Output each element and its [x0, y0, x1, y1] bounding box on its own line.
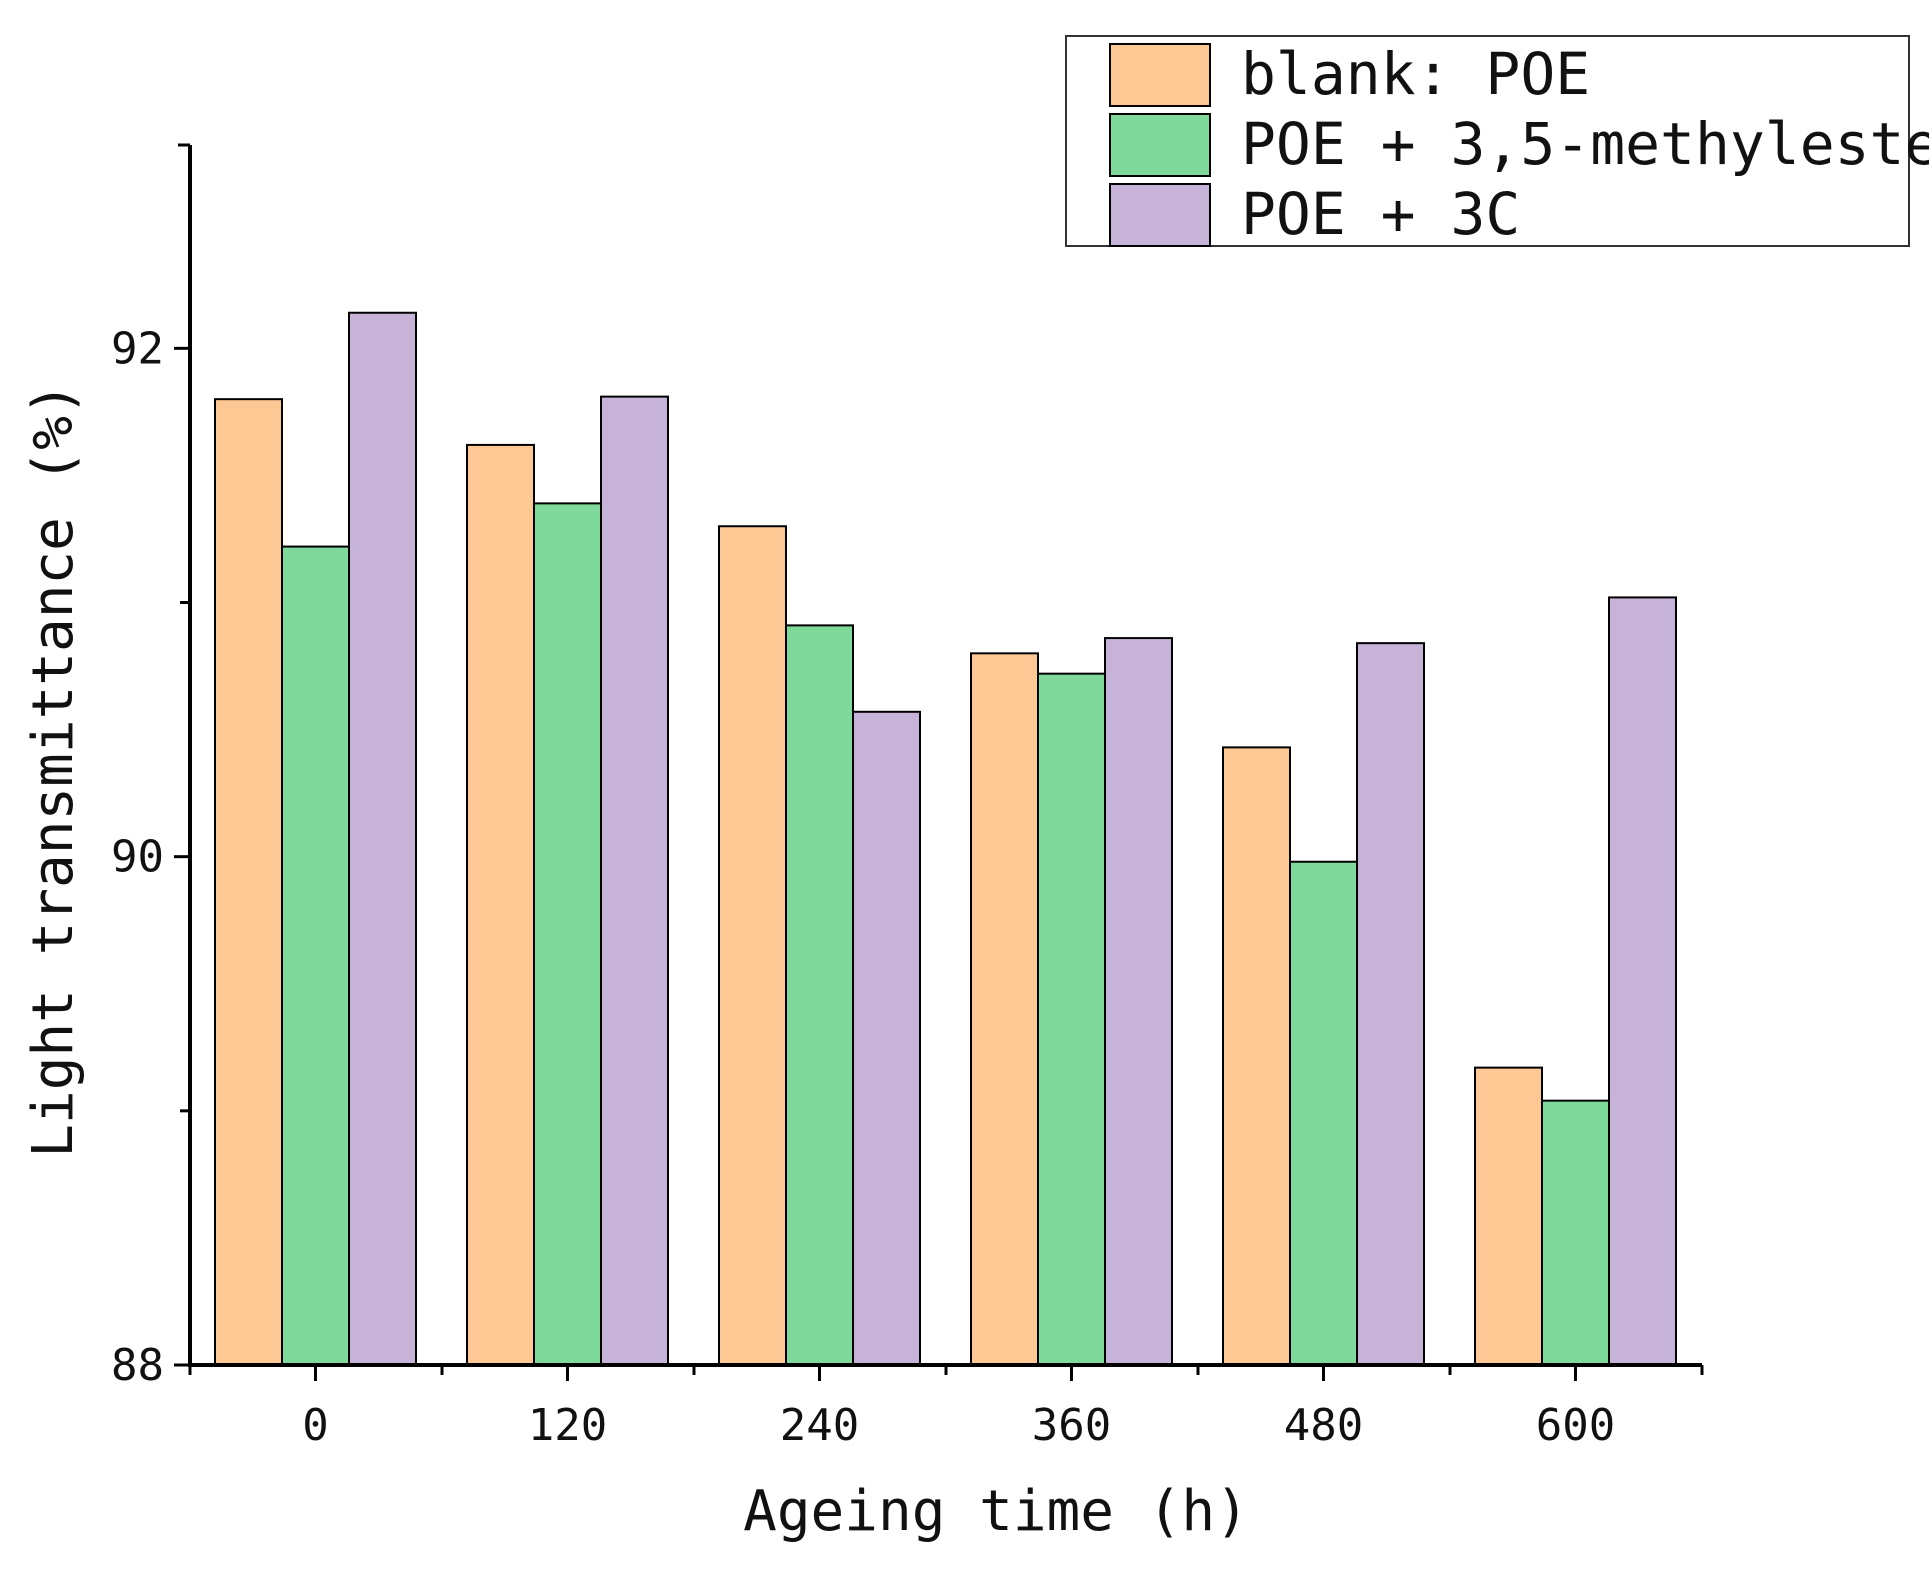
y-tick-label: 92	[111, 323, 164, 374]
ticks-group: 88 90 92 0 120 240 360 480 600	[111, 143, 1704, 1451]
bar-2-0	[281, 545, 350, 1366]
legend-label-3: POE + 3C	[1241, 180, 1520, 248]
x-tick-label: 600	[1536, 1400, 1615, 1451]
legend-label-2: POE + 3,5-methylester	[1241, 110, 1929, 178]
x-tick-label: 360	[1032, 1400, 1111, 1451]
bar-2-120	[533, 502, 602, 1366]
bar-2-360	[1037, 672, 1106, 1366]
bar-2-480	[1289, 860, 1358, 1366]
x-tick-label: 240	[780, 1400, 859, 1451]
bar-1-120	[466, 443, 535, 1366]
bar-2-240	[785, 624, 854, 1366]
bar-3-120	[600, 395, 669, 1366]
x-tick-label: 0	[302, 1400, 329, 1451]
bars-group	[214, 311, 1677, 1366]
bar-3-0	[348, 311, 417, 1366]
bar-1-240	[718, 525, 787, 1366]
bar-2-600	[1541, 1099, 1610, 1366]
bar-3-360	[1104, 637, 1173, 1366]
legend-swatch-3	[1109, 183, 1211, 247]
legend-label-1: blank: POE	[1241, 40, 1590, 108]
x-axis-title: Ageing time (h)	[743, 1479, 1249, 1544]
bar-3-600	[1608, 596, 1677, 1366]
y-tick-label: 88	[111, 1340, 164, 1391]
y-axis-title: Light transmittance (%)	[21, 382, 86, 1157]
x-tick-label: 480	[1284, 1400, 1363, 1451]
legend-swatch-2	[1109, 113, 1211, 177]
bar-1-0	[214, 398, 283, 1366]
legend-swatch-1	[1109, 43, 1211, 107]
bar-1-360	[970, 652, 1039, 1366]
bar-1-480	[1222, 746, 1291, 1366]
x-tick-label: 120	[528, 1400, 607, 1451]
bar-3-480	[1356, 642, 1425, 1366]
y-tick-label: 90	[111, 832, 164, 883]
bar-1-600	[1474, 1066, 1543, 1366]
bar-3-240	[852, 710, 921, 1366]
